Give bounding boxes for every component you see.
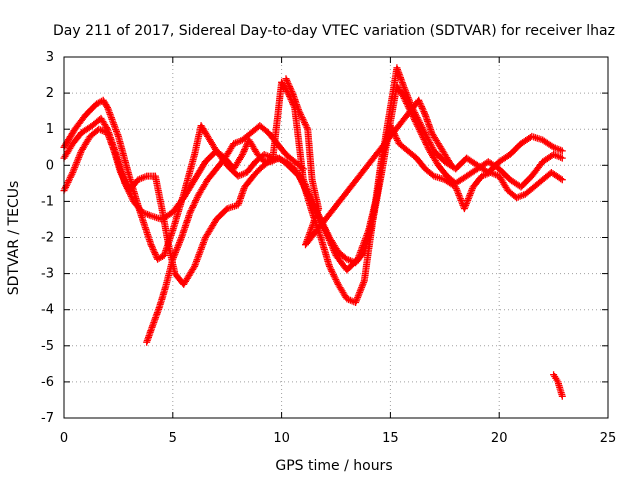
x-tick-label: 20 [491,431,508,446]
data-marker-path [143,122,307,346]
data-marker-path [550,371,566,400]
y-tick-label: -6 [41,375,54,390]
x-tick-label: 5 [169,431,177,446]
axis-ticks: 0 5 10 15 20 25 -7 -6 -5 -4 -3 -2 -1 0 1 2 3 [41,50,616,446]
y-axis-label: SDTVAR / TECUs [6,181,22,296]
y-tick-label: -7 [41,411,54,426]
y-tick-label: -1 [41,194,54,209]
data-marker-path [282,75,455,249]
y-tick-label: -2 [41,231,54,246]
y-tick-label: 3 [46,50,54,65]
y-tick-label: -3 [41,267,54,282]
x-axis-label: GPS time / hours [275,458,392,474]
y-tick-label: 0 [46,158,54,173]
x-tick-label: 15 [382,431,399,446]
series-track-e [282,75,455,249]
x-tick-label: 0 [60,431,68,446]
x-tick-label: 10 [273,431,290,446]
y-tick-label: -4 [41,303,54,318]
chart-title: Day 211 of 2017, Sidereal Day-to-day VTE… [53,23,615,39]
series-track-f [550,371,566,400]
y-tick-label: 2 [46,86,54,101]
y-tick-label: 1 [46,122,54,137]
y-tick-label: -5 [41,339,54,354]
series-track-d [143,122,307,346]
x-tick-label: 25 [600,431,617,446]
